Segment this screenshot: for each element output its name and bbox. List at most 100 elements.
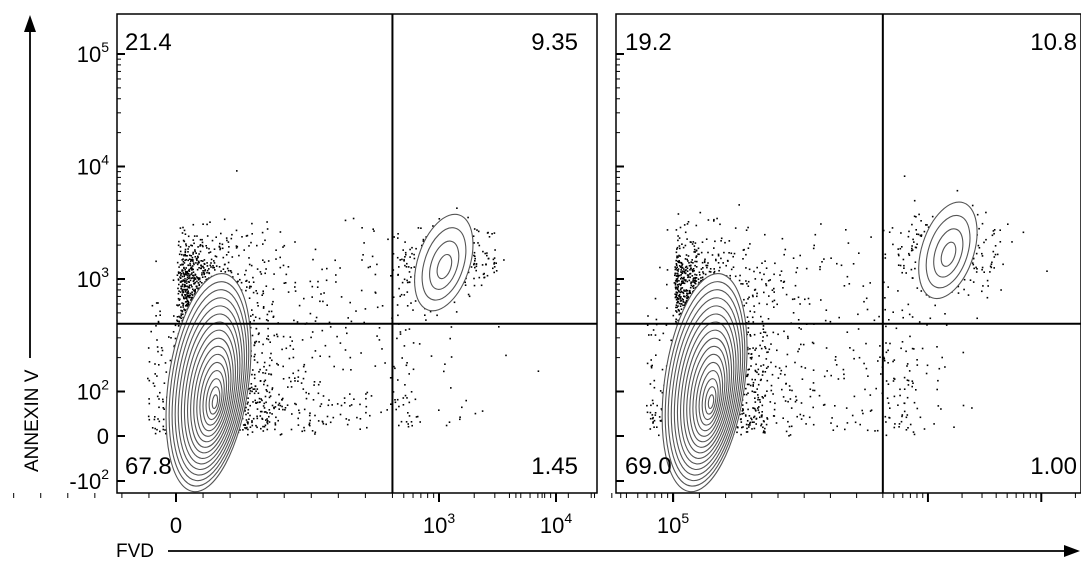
event-dot [186,291,188,294]
event-dot [155,260,157,263]
event-dot [252,369,254,371]
event-dot [309,424,311,427]
event-dot [676,255,678,257]
event-dot [237,280,239,283]
event-dot [376,306,379,309]
event-dot [773,299,776,302]
event-dot [250,285,252,288]
event-dot [254,353,256,356]
event-dot [684,290,686,292]
event-dot [807,297,810,300]
event-dot [405,364,408,367]
event-dot [679,266,682,268]
event-dot [713,220,715,222]
event-dot [210,258,213,261]
event-dot [944,313,946,315]
event-dot [876,429,879,432]
event-dot [691,285,694,288]
event-dot [239,278,241,281]
event-dot [264,379,267,382]
event-dot [311,430,314,432]
event-dot [696,260,698,263]
event-dot [788,435,790,437]
event-dot [989,265,992,268]
event-dot [254,341,256,344]
event-dot [916,243,918,245]
event-dot [493,261,496,264]
event-dot [779,373,782,375]
event-dot [475,263,478,265]
event-dot [677,274,680,277]
event-dot [666,283,668,286]
event-dot [355,310,357,312]
event-dot [798,327,800,329]
event-dot [745,393,748,396]
event-dot [700,277,702,279]
event-dot [923,230,926,233]
event-dot [365,411,367,414]
event-dot [184,294,187,296]
event-dot [483,272,485,275]
event-dot [262,372,264,374]
event-dot [973,267,975,270]
event-dot [822,404,825,406]
event-dot [754,401,757,403]
event-dot [676,256,678,259]
event-dot [243,249,245,251]
event-dot [895,327,898,330]
event-dot [787,420,789,423]
event-dot [204,269,206,272]
event-dot [678,302,681,305]
event-dot [650,404,652,407]
event-dot [197,256,199,259]
event-dot [796,267,799,269]
event-dot [266,412,268,414]
event-dot [280,433,283,435]
event-dot [676,291,679,294]
event-dot [906,365,908,367]
event-dot [159,314,161,316]
event-dot [198,277,201,279]
event-dot [219,248,221,251]
event-dot [902,258,905,261]
event-dot [297,369,300,372]
event-dot [282,246,284,248]
event-dot [183,262,186,264]
event-dot [186,270,189,273]
event-dot [402,404,405,406]
event-dot [654,334,657,336]
event-dot [753,407,755,410]
event-dot [684,272,687,275]
event-dot [999,241,1002,243]
event-dot [717,253,720,256]
event-dot [893,426,896,429]
event-dot [177,292,180,295]
event-dot [339,342,342,344]
event-dot [399,331,402,333]
event-dot [678,260,680,262]
event-dot [181,232,184,234]
event-dot [186,285,188,288]
event-dot [682,301,685,303]
event-dot [901,246,903,248]
event-dot [191,294,194,296]
event-dot [762,371,764,373]
event-dot [485,263,487,266]
event-dot [785,365,787,368]
event-dot [677,298,680,300]
event-dot [271,404,274,407]
event-dot [305,391,307,394]
event-dot [754,369,757,372]
event-dot [865,367,868,370]
event-dot [206,269,209,272]
event-dot [978,227,980,230]
event-dot [823,258,825,260]
event-dot [461,406,463,409]
event-dot [945,324,948,326]
event-dot [753,421,755,423]
event-dot [182,316,184,319]
event-dot [763,420,765,423]
event-dot [688,291,691,293]
event-dot [148,379,151,382]
event-dot [823,403,826,406]
